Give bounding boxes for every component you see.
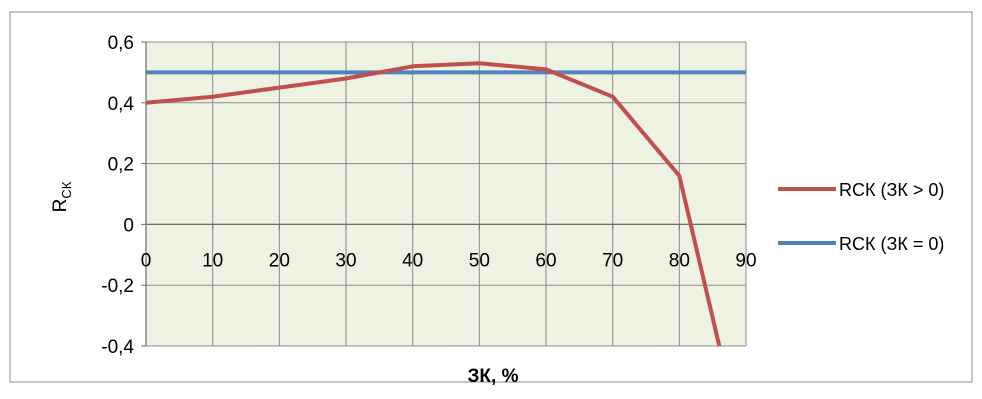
y-axis-title-main: R — [50, 199, 71, 213]
y-tick-label-0: 0,6 — [108, 33, 134, 54]
plot-area — [146, 42, 746, 346]
x-tick-label-4: 40 — [402, 250, 423, 271]
x-tick-label-7: 70 — [602, 250, 623, 271]
x-tick-label-5: 50 — [469, 250, 490, 271]
y-tick-label-1: 0,4 — [108, 94, 135, 115]
y-tick-label-3: 0 — [123, 215, 134, 236]
y-tick-label-2: 0,2 — [108, 155, 134, 176]
y-tick-label-5: -0,4 — [101, 337, 134, 358]
x-tick-label-8: 80 — [669, 250, 690, 271]
y-tick-label-4: -0,2 — [101, 276, 134, 297]
legend-label-series-1: RСК (ЗК > 0) — [839, 180, 944, 200]
x-tick-label-2: 20 — [269, 250, 290, 271]
x-tick-label-3: 30 — [335, 250, 356, 271]
y-axis-title-sub: СК — [59, 181, 74, 198]
x-tick-label-6: 60 — [535, 250, 556, 271]
x-tick-label-0: 0 — [141, 250, 152, 271]
x-tick-label-1: 10 — [202, 250, 223, 271]
legend-label-series-2: RСК (ЗК = 0) — [839, 234, 944, 254]
x-tick-label-9: 90 — [735, 250, 756, 271]
x-axis-title: ЗК, % — [468, 366, 519, 387]
